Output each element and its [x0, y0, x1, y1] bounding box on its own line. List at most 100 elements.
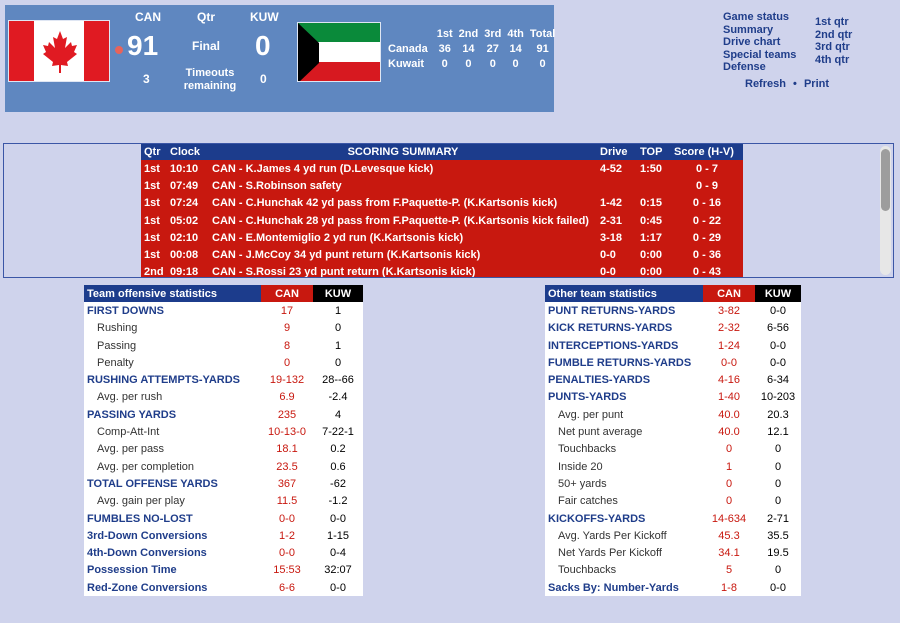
stat-value-can: 0-0	[279, 512, 295, 525]
scoring-summary-panel[interactable]: Qtr Clock SCORING SUMMARY Drive TOP Scor…	[3, 143, 894, 278]
stat-row: Passing 8 1	[84, 337, 363, 354]
stat-label: Avg. per punt	[558, 408, 624, 421]
stat-value-can: 14-634	[711, 512, 747, 525]
linescore-row-canada: Canada 36 14 27 14 91	[388, 43, 549, 55]
stat-value-can: 45.3	[718, 529, 740, 542]
stat-value-can: 18.1	[276, 443, 298, 456]
stat-label: KICK RETURNS-YARDS	[548, 322, 673, 335]
scoring-clock: 07:24	[167, 194, 209, 212]
nav-drive-chart[interactable]: Drive chart	[723, 36, 781, 48]
stat-value-can: 0	[725, 477, 733, 490]
stat-value-can: 9	[283, 322, 291, 335]
nav-special-teams[interactable]: Special teams	[723, 48, 797, 61]
scoring-row: 1st 07:49 CAN - S.Robinson safety 0 - 9	[141, 177, 743, 195]
stat-label: Inside 20	[558, 460, 603, 473]
stat-label: 50+ yards	[558, 477, 607, 490]
stat-row: Avg. per pass 18.1 0.2	[84, 441, 363, 458]
stat-row: Avg. gain per play 11.5 -1.2	[84, 493, 363, 510]
stat-row: INTERCEPTIONS-YARDS 1-24 0-0	[545, 337, 801, 354]
linescore-table: 1st 2nd 3rd 4th Total Canada 36 14 27 14…	[385, 27, 558, 72]
stat-row: Net punt average 40.0 12.1	[545, 423, 801, 440]
stat-label: Possession Time	[87, 564, 177, 577]
stat-row: FIRST DOWNS 17 1	[84, 302, 363, 319]
scoring-score: 0 - 22	[671, 211, 743, 230]
stat-label: Avg. per rush	[97, 391, 163, 404]
stat-label: Avg. Yards Per Kickoff	[558, 529, 667, 542]
scoring-qtr: 2nd	[141, 263, 167, 277]
scoring-drive: 4-52	[597, 160, 637, 178]
nav-1st-qtr[interactable]: 1st qtr	[815, 16, 849, 28]
canada-flag-icon	[8, 20, 110, 82]
scoreboard: CAN Qtr KUW 91 Final 0 3 Timeouts remain…	[5, 5, 555, 112]
nav-defense[interactable]: Defense	[723, 61, 766, 73]
scoring-clock: 07:49	[167, 177, 209, 195]
away-team-abbr: KUW	[250, 10, 279, 24]
stat-value-kuw: -1.2	[328, 495, 348, 508]
scoring-drive: 0-0	[597, 263, 637, 277]
nav-2nd-qtr[interactable]: 2nd qtr	[815, 28, 853, 41]
scoring-drive: 2-31	[597, 211, 637, 230]
scoring-drive	[597, 177, 637, 195]
scoring-top: 1:50	[637, 160, 671, 178]
stat-value-kuw: 7-22-1	[322, 426, 354, 439]
scoring-summary-table: Qtr Clock SCORING SUMMARY Drive TOP Scor…	[141, 144, 743, 277]
scoring-score: 0 - 16	[671, 194, 743, 212]
stat-value-can: 1-2	[279, 529, 295, 542]
stat-value-can: 40.0	[718, 426, 740, 439]
nav-summary[interactable]: Summary	[723, 23, 774, 36]
stat-label: Passing	[97, 339, 137, 352]
stat-value-kuw: 0	[774, 477, 782, 490]
linescore-row-kuwait: Kuwait 0 0 0 0 0	[388, 58, 546, 70]
nav-4th-qtr[interactable]: 4th qtr	[815, 53, 850, 66]
stat-label: Avg. per pass	[97, 443, 165, 456]
scoring-clock: 05:02	[167, 211, 209, 230]
scoring-scrollbar[interactable]	[880, 146, 891, 275]
refresh-link[interactable]: Refresh	[745, 78, 786, 90]
stat-row: Sacks By: Number-Yards 1-8 0-0	[545, 579, 801, 596]
stat-value-kuw: 12.1	[767, 426, 789, 439]
stat-value-kuw: 6-34	[766, 374, 790, 387]
stat-value-can: 5	[725, 564, 733, 577]
scoring-row: 1st 00:08 CAN - J.McCoy 34 yd punt return …	[141, 246, 743, 264]
stat-label: PASSING YARDS	[87, 408, 177, 421]
stat-row: Possession Time 15:53 32:07	[84, 562, 363, 579]
scoring-top: 0:45	[637, 211, 671, 230]
stat-value-can: 3-82	[717, 304, 741, 317]
separator: •	[793, 78, 797, 90]
stat-value-kuw: 0-0	[770, 581, 786, 594]
stat-row: PUNTS-YARDS 1-40 10-203	[545, 389, 801, 406]
scoring-desc: CAN - J.McCoy 34 yd punt return (K.Karts…	[209, 246, 597, 264]
stat-value-kuw: 0-0	[330, 581, 346, 594]
scoring-desc: CAN - C.Hunchak 28 yd pass from F.Paquet…	[209, 211, 597, 230]
stat-value-kuw: 10-203	[760, 391, 796, 404]
stat-label: 3rd-Down Conversions	[87, 529, 208, 542]
scoring-clock: 00:08	[167, 246, 209, 264]
scoring-score: 0 - 43	[671, 263, 743, 277]
scrollbar-thumb[interactable]	[881, 149, 890, 211]
scoring-score: 0 - 29	[671, 229, 743, 247]
scoring-top: 0:15	[637, 194, 671, 212]
stat-value-can: 2-32	[717, 322, 741, 335]
nav-3rd-qtr[interactable]: 3rd qtr	[815, 41, 850, 53]
stat-row: Comp-Att-Int 10-13-0 7-22-1	[84, 423, 363, 440]
stat-label: Net Yards Per Kickoff	[558, 547, 662, 560]
scoring-desc: CAN - C.Hunchak 42 yd pass from F.Paquet…	[209, 194, 597, 212]
stat-label: FUMBLE RETURNS-YARDS	[548, 356, 692, 369]
scoring-drive: 3-18	[597, 229, 637, 247]
stat-value-can: 8	[283, 339, 291, 352]
stat-label: Rushing	[97, 322, 138, 335]
stat-value-kuw: 0-0	[770, 339, 786, 352]
team-offensive-statistics: Team offensive statistics CAN KUW FIRST …	[84, 285, 363, 597]
nav-game-status[interactable]: Game status	[723, 11, 790, 23]
scoring-row: 1st 07:24 CAN - C.Hunchak 42 yd pass from …	[141, 194, 743, 212]
stat-value-can: 15:53	[273, 564, 301, 577]
stat-row: Avg. per completion 23.5 0.6	[84, 458, 363, 475]
scoring-qtr: 1st	[141, 194, 167, 212]
home-timeouts: 3	[143, 72, 150, 86]
stat-label: PUNTS-YARDS	[548, 391, 627, 404]
stat-value-can: 23.5	[276, 460, 298, 473]
stat-row: 50+ yards 0 0	[545, 475, 801, 492]
stat-row: 4th-Down Conversions 0-0 0-4	[84, 544, 363, 561]
print-link[interactable]: Print	[803, 78, 830, 90]
scoring-top: 0:00	[637, 246, 671, 264]
